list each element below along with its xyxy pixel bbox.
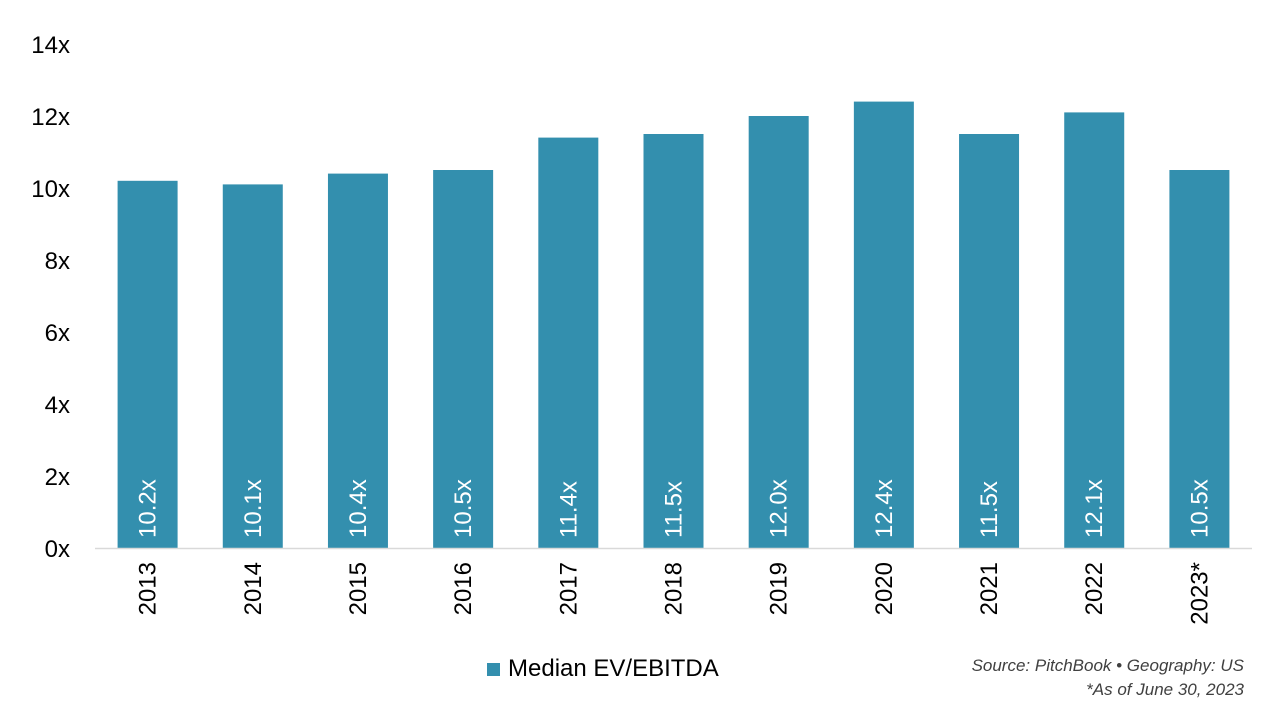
y-tick-label: 6x bbox=[45, 320, 70, 347]
x-tick-label: 2020 bbox=[871, 562, 898, 615]
x-tick-label: 2021 bbox=[976, 562, 1003, 615]
bar-value-label: 10.2x bbox=[135, 479, 162, 538]
y-tick-label: 0x bbox=[45, 536, 70, 563]
y-tick-label: 10x bbox=[31, 176, 70, 203]
bar-value-label: 10.5x bbox=[450, 479, 477, 538]
bar bbox=[853, 101, 914, 548]
y-tick-label: 4x bbox=[45, 392, 70, 419]
bar bbox=[538, 137, 599, 548]
bar bbox=[748, 116, 809, 548]
bar-value-label: 10.1x bbox=[240, 479, 267, 538]
bar bbox=[1064, 112, 1125, 549]
bar-value-label: 10.5x bbox=[1186, 479, 1213, 538]
x-tick-label: 2022 bbox=[1081, 562, 1108, 615]
bar-value-label: 11.4x bbox=[555, 481, 582, 538]
x-tick-label: 2014 bbox=[240, 562, 267, 615]
bar bbox=[643, 134, 704, 548]
bar bbox=[433, 170, 494, 548]
bar-value-label: 11.5x bbox=[661, 481, 688, 538]
bar-value-label: 12.0x bbox=[766, 479, 793, 538]
bar-value-label: 12.4x bbox=[871, 479, 898, 538]
y-tick-label: 2x bbox=[45, 464, 70, 491]
bar bbox=[222, 184, 283, 548]
legend-label: Median EV/EBITDA bbox=[508, 655, 719, 682]
as-of-note: *As of June 30, 2023 bbox=[1086, 680, 1244, 699]
bar bbox=[959, 134, 1020, 548]
source-note: Source: PitchBook • Geography: US *As of… bbox=[972, 654, 1244, 702]
x-tick-label: 2016 bbox=[450, 562, 477, 615]
bar-value-label: 10.4x bbox=[345, 479, 372, 538]
bar bbox=[1169, 170, 1230, 548]
y-tick-label: 12x bbox=[31, 104, 70, 131]
x-tick-label: 2015 bbox=[345, 562, 372, 615]
bar bbox=[117, 180, 178, 549]
bar bbox=[327, 173, 388, 548]
x-tick-label: 2019 bbox=[766, 562, 793, 615]
x-tick-label: 2013 bbox=[135, 562, 162, 615]
bar-value-label: 11.5x bbox=[976, 481, 1003, 538]
bar-value-label: 12.1x bbox=[1081, 479, 1108, 538]
y-tick-label: 14x bbox=[31, 32, 70, 59]
legend-swatch bbox=[487, 662, 500, 676]
x-tick-label: 2018 bbox=[661, 562, 688, 615]
y-tick-label: 8x bbox=[45, 248, 70, 275]
x-tick-label: 2017 bbox=[555, 562, 582, 615]
source-line: Source: PitchBook • Geography: US bbox=[971, 656, 1244, 675]
x-tick-label: 2023* bbox=[1186, 562, 1213, 625]
legend: Median EV/EBITDA bbox=[487, 655, 719, 683]
